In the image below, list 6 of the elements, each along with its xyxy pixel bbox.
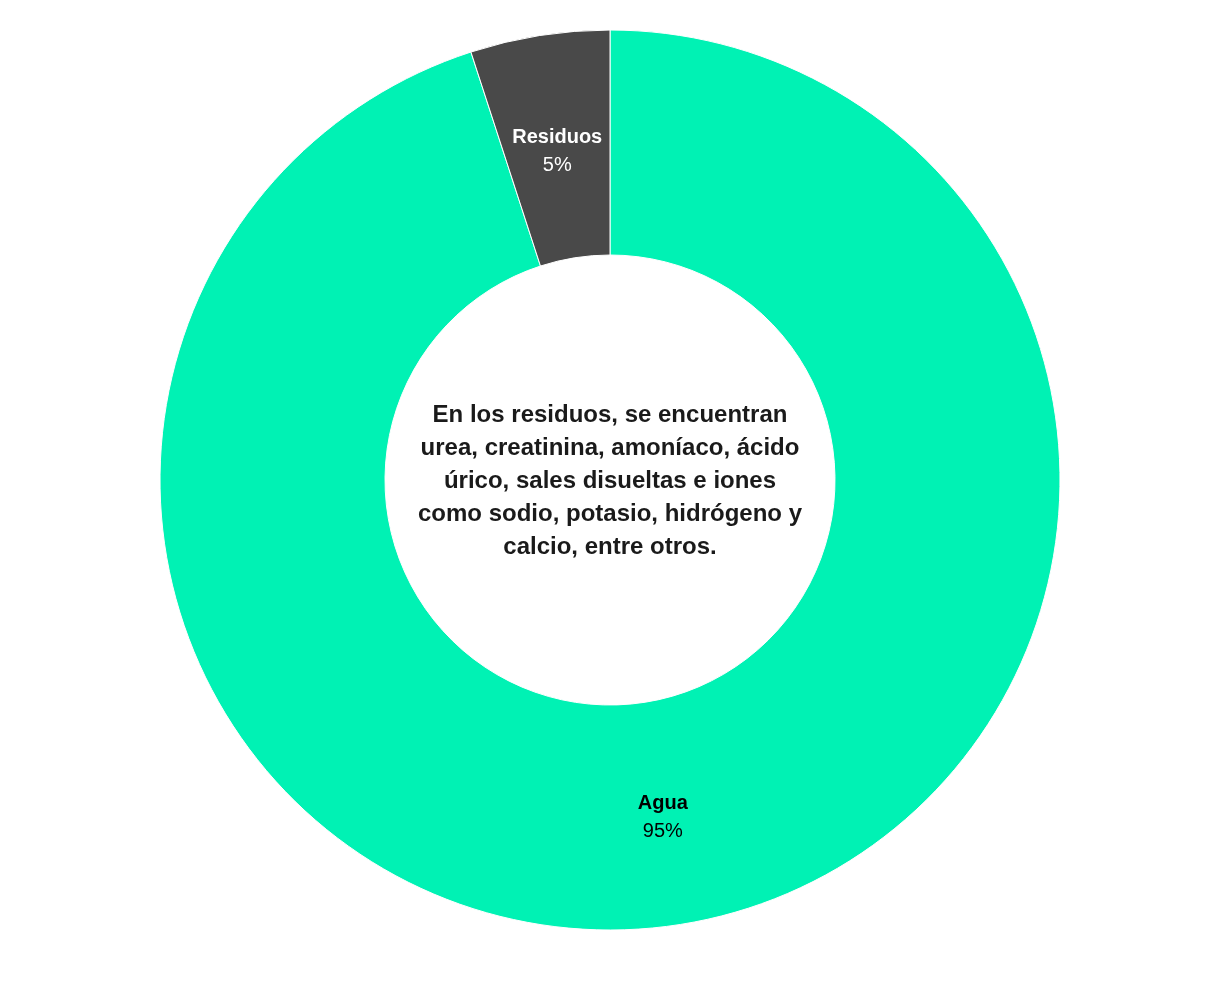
text: En los residuos, se encuentran urea, creatinina, amoníaco, ácido úrico, sales disueltas e iones como sodio, potasio, hidrógeno y calcio, entre otros. xyxy=(417,400,803,559)
data-label: 5% xyxy=(542,152,572,175)
slice-label: Agua xyxy=(637,791,689,814)
slice-label: Residuos xyxy=(512,124,603,147)
data-label: 95% xyxy=(642,819,684,842)
donut-slice xyxy=(159,29,1061,931)
